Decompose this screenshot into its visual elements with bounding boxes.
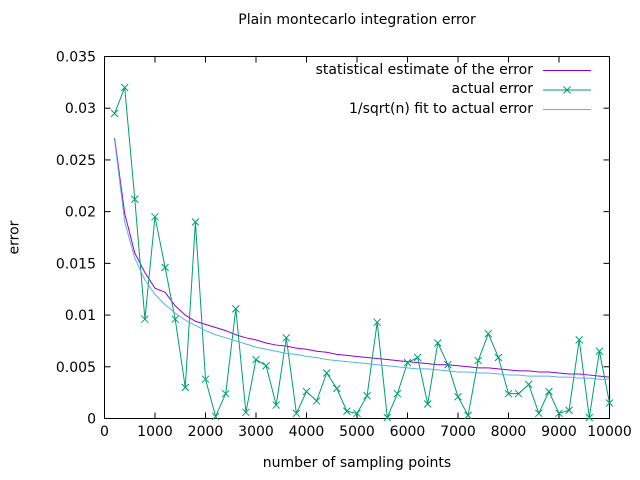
svg-text:6000: 6000: [390, 424, 426, 440]
svg-text:0.025: 0.025: [56, 153, 96, 169]
svg-text:0.01: 0.01: [65, 308, 96, 324]
x-axis-label: number of sampling points: [262, 455, 452, 471]
svg-text:0: 0: [87, 412, 96, 428]
legend-label-sqrt-fit: 1/sqrt(n) fit to actual error: [348, 101, 533, 117]
svg-text:0.02: 0.02: [65, 205, 96, 221]
svg-text:0: 0: [100, 424, 109, 440]
svg-text:10000: 10000: [587, 424, 632, 440]
svg-text:0.005: 0.005: [56, 360, 96, 376]
svg-text:8000: 8000: [491, 424, 527, 440]
svg-text:0.015: 0.015: [56, 256, 96, 272]
legend-label-statistical-estimate: statistical estimate of the error: [315, 62, 533, 78]
svg-text:9000: 9000: [541, 424, 577, 440]
svg-text:7000: 7000: [440, 424, 476, 440]
legend-label-actual-error: actual error: [451, 81, 533, 97]
svg-text:4000: 4000: [289, 424, 325, 440]
svg-text:3000: 3000: [238, 424, 274, 440]
series-line: [110, 83, 614, 422]
svg-text:0.035: 0.035: [56, 50, 96, 66]
svg-text:2000: 2000: [188, 424, 224, 440]
chart-title: Plain montecarlo integration error: [238, 12, 476, 28]
series-line: [114, 140, 610, 380]
svg-text:5000: 5000: [339, 424, 375, 440]
series-line: [114, 138, 610, 378]
svg-text:1000: 1000: [137, 424, 173, 440]
y-axis-label: error: [6, 220, 23, 255]
svg-text:0.03: 0.03: [65, 101, 96, 117]
